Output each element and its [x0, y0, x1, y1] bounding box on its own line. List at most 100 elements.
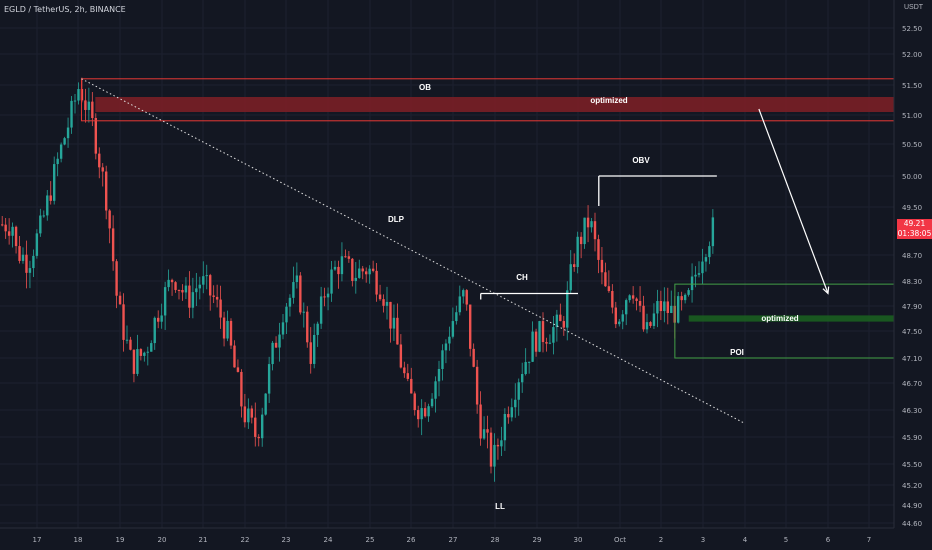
candle-body-up [628, 295, 631, 301]
candle-body-up [694, 274, 697, 277]
candle-body-up [205, 275, 208, 277]
price-tick-label: 46.70 [902, 380, 922, 388]
candle-body-up [548, 342, 552, 344]
candle-body-up [517, 382, 520, 400]
candle-body-down [417, 410, 420, 420]
time-tick-label: 25 [366, 536, 375, 544]
candle-body-down [579, 236, 583, 245]
candle-body-up [198, 284, 201, 289]
price-tick-label: 48.70 [902, 252, 922, 260]
candle-body-up [552, 327, 555, 343]
candle-body-down [250, 408, 253, 418]
candle-body-down [399, 344, 403, 368]
time-tick-label: 2 [659, 536, 663, 544]
price-tick-label: 45.90 [902, 434, 922, 442]
poi-optimized-label: optimized [761, 314, 799, 323]
time-tick-label: 17 [33, 536, 42, 544]
candle-body-up [39, 215, 42, 234]
candle-body-down [406, 373, 409, 379]
candle-body-up [56, 158, 59, 165]
time-tick-label: 29 [533, 536, 542, 544]
candle-body-down [18, 246, 21, 261]
time-tick-label: 23 [282, 536, 291, 544]
candle-body-up [514, 399, 517, 408]
candle-body-down [229, 320, 233, 346]
candle-body-down [222, 317, 226, 339]
annotation-lines [81, 78, 830, 424]
candle-body-up [697, 273, 701, 275]
price-axis[interactable]: 52.50 52.00 51.50 51.00 50.50 50.00 49.50 48.70… [902, 25, 922, 528]
candle-body-up [711, 217, 715, 247]
candle-body-down [351, 258, 354, 281]
candle-body-down [337, 266, 340, 275]
candle-body-up [503, 414, 507, 441]
time-axis[interactable]: 17 18 19 20 21 22 23 24 25 26 27 28 29 30 Oct 2 3 4 5 6 7 [33, 536, 872, 544]
candle-body-up [340, 256, 344, 275]
candle-body-down [105, 171, 108, 211]
candle-body-up [326, 293, 330, 298]
time-tick-label: 30 [574, 536, 583, 544]
candle-body-down [215, 296, 219, 300]
dlp-trendline [81, 78, 746, 424]
candle-body-down [188, 285, 191, 308]
candle-body-down [600, 259, 604, 273]
candle-body-up [21, 254, 25, 261]
candle-body-down [257, 436, 260, 439]
ob-optimized-zone [95, 97, 895, 112]
candle-body-up [28, 268, 32, 273]
candle-body-up [538, 321, 541, 352]
candle-body-up [191, 292, 195, 308]
candle-body-up [319, 296, 323, 324]
candle-body-down [306, 311, 309, 343]
candle-body-up [153, 317, 156, 344]
price-tick-label: 51.00 [902, 112, 922, 120]
time-tick-label: 6 [826, 536, 831, 544]
time-tick-label: 22 [241, 536, 250, 544]
candle-body-up [125, 339, 129, 341]
price-tick-label: 47.50 [902, 328, 922, 336]
poi-label: POI [730, 348, 744, 357]
price-tick-label: 48.30 [902, 278, 922, 286]
candle-body-down [122, 304, 125, 340]
candle-body-up [87, 101, 91, 110]
candle-body-up [569, 264, 572, 291]
candle-body-up [663, 301, 666, 312]
candle-body-up [670, 305, 673, 313]
candle-body-down [559, 314, 562, 322]
candle-body-up [136, 349, 139, 374]
time-tick-label: 18 [74, 536, 83, 544]
candle-body-up [77, 89, 80, 101]
candle-body-up [302, 311, 305, 313]
time-tick-label: 20 [158, 536, 167, 544]
candle-body-down [631, 295, 635, 299]
candle-body-up [167, 279, 170, 288]
candle-body-up [430, 398, 434, 407]
candle-body-down [108, 210, 111, 229]
candle-body-up [462, 290, 465, 297]
candle-body-up [160, 315, 163, 322]
symbol-title[interactable]: EGLD / TetherUS, 2h, BINANCE [4, 5, 126, 14]
candle-body-down [361, 268, 364, 272]
candle-body-down [157, 317, 160, 322]
candle-body-down [614, 307, 617, 325]
candle-body-up [531, 331, 534, 362]
candle-body-down [240, 371, 243, 407]
candle-body-up [66, 127, 70, 139]
candle-body-up [566, 290, 569, 328]
candle-body-up [11, 226, 14, 236]
candle-body-down [309, 342, 312, 364]
candle-body-down [139, 349, 143, 356]
candle-body-down [49, 195, 52, 201]
currency-label: USDT [904, 4, 924, 11]
candle-body-up [625, 300, 628, 315]
candle-body-down [115, 261, 118, 296]
candle-body-up [146, 351, 149, 353]
candle-body-down [1, 224, 4, 226]
candle-body-down [98, 153, 101, 168]
candle-body-up [32, 255, 35, 269]
bar-countdown: 01:38:05 [897, 228, 932, 238]
candle-body-up [281, 322, 285, 335]
candle-body-up [683, 294, 687, 301]
candle-body-up [333, 266, 337, 270]
